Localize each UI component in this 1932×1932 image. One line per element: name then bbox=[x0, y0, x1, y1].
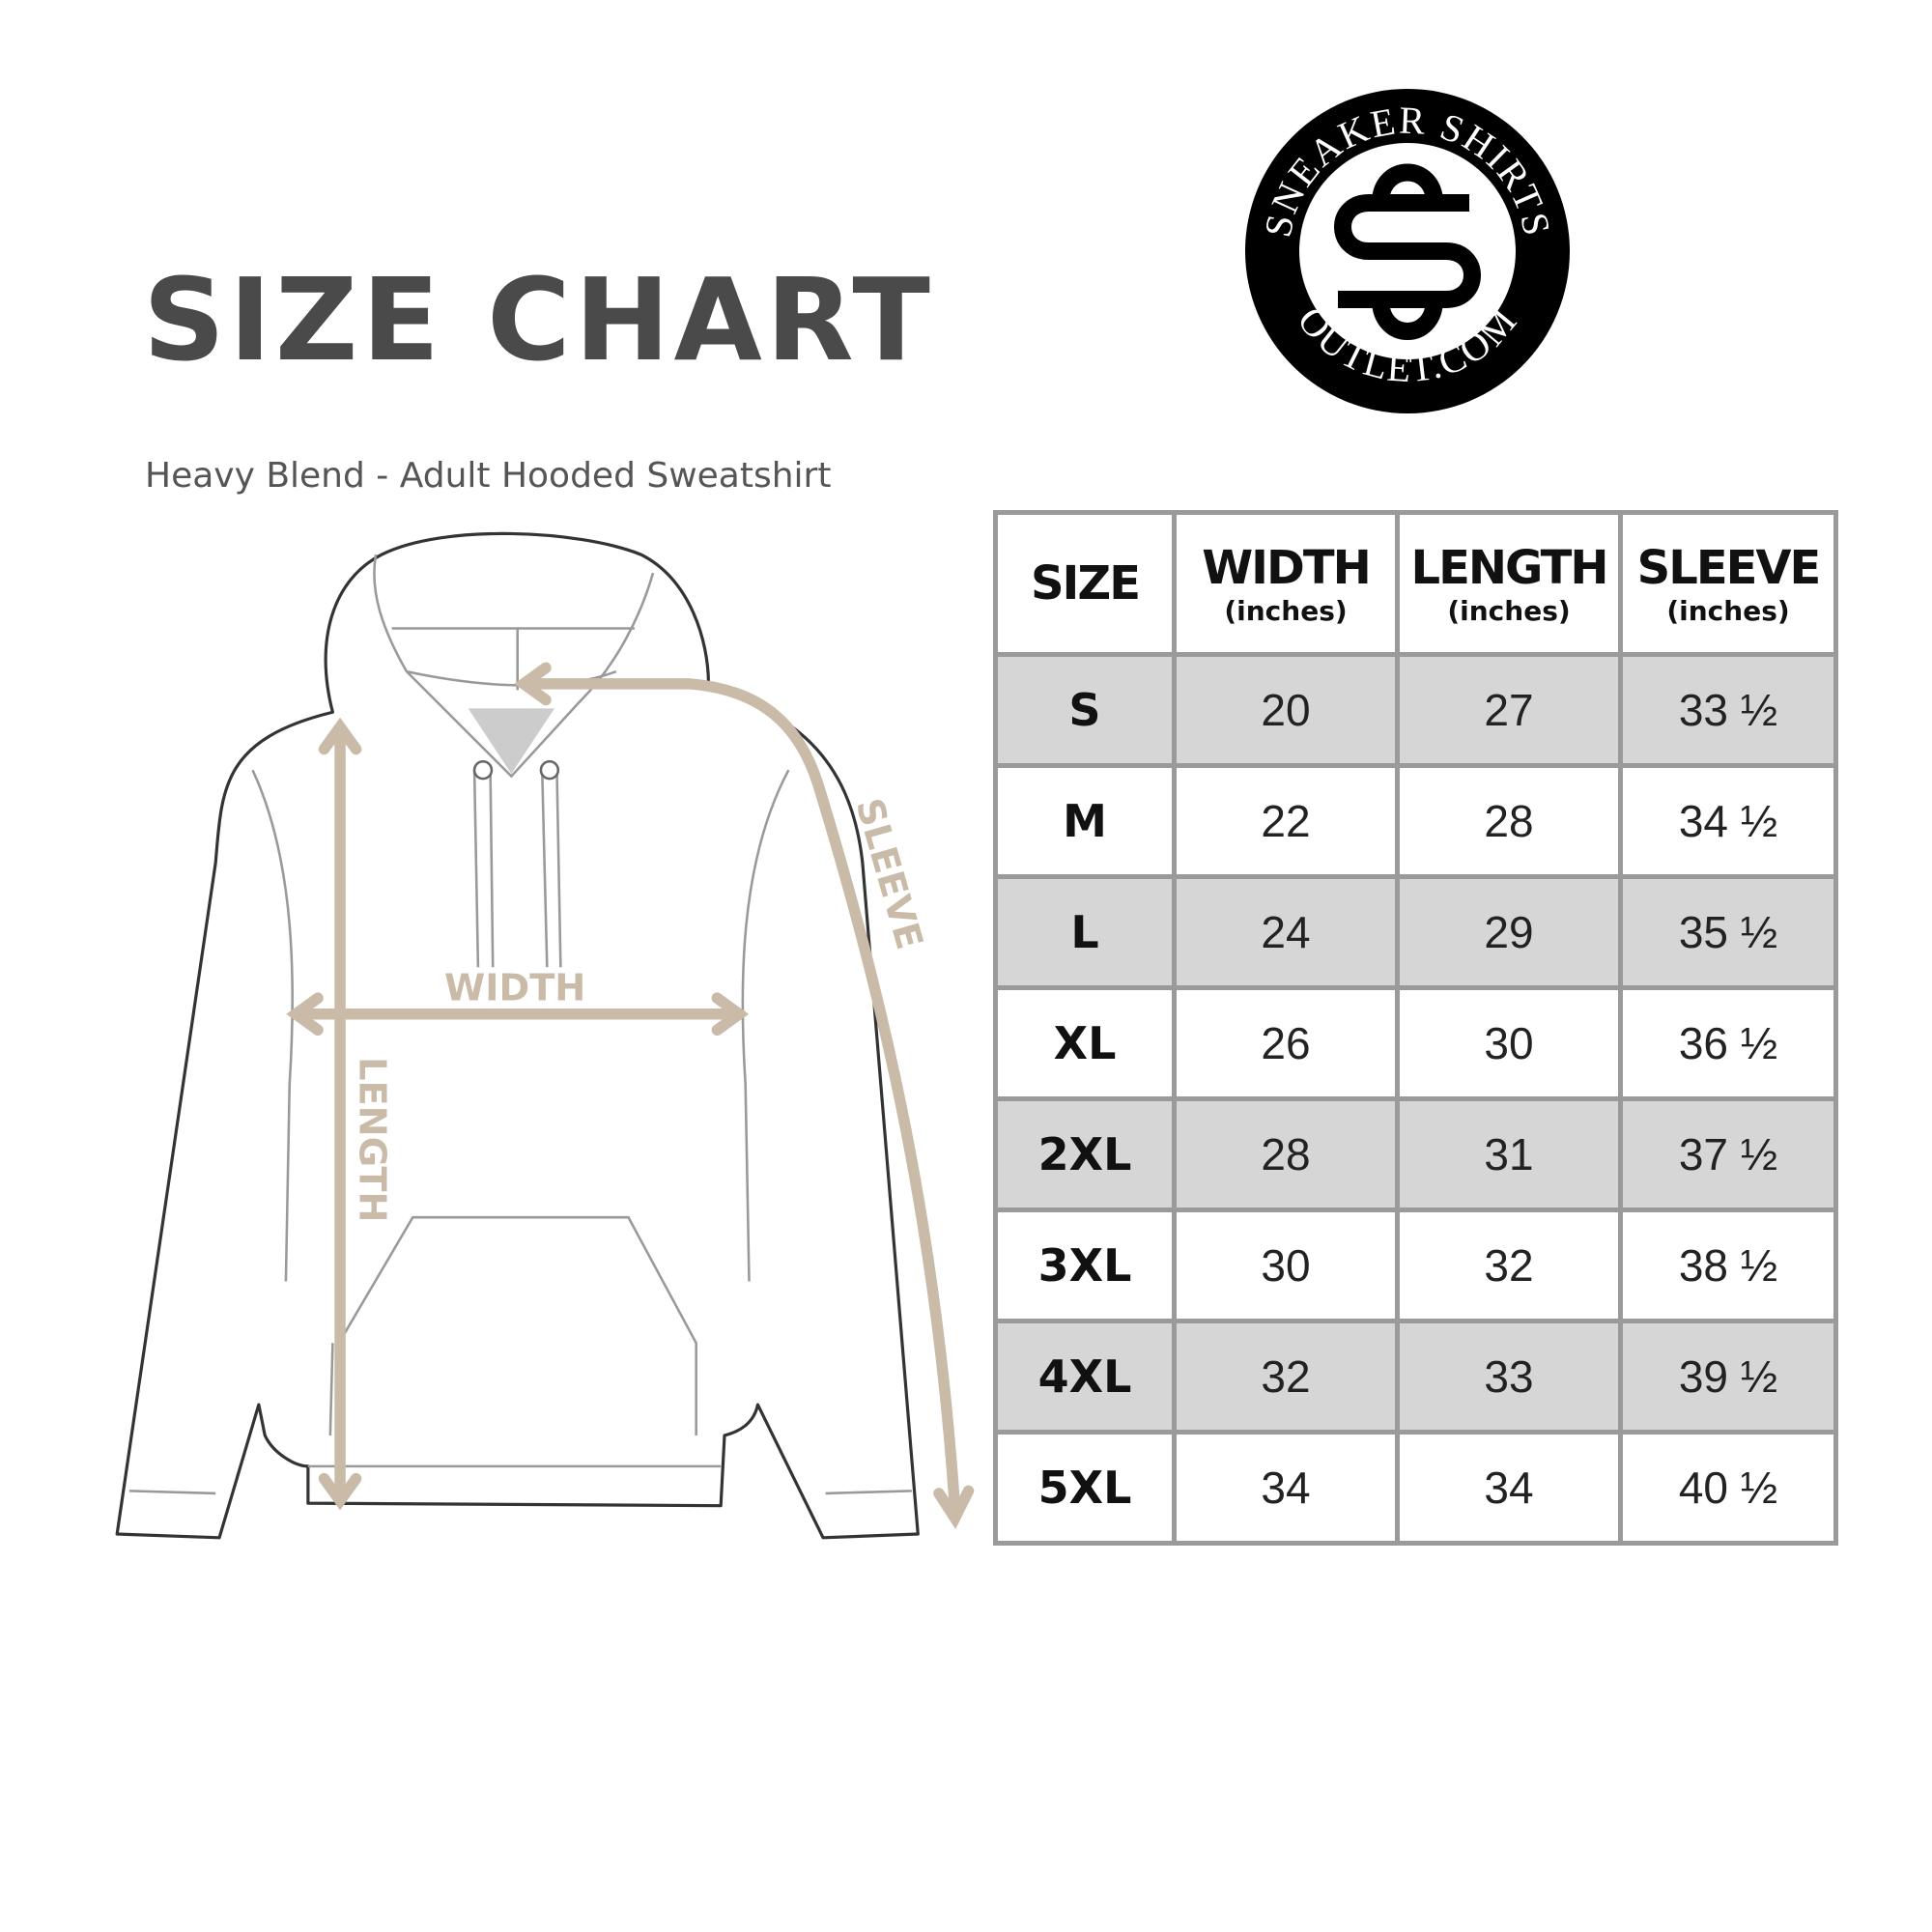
measurement-cell: 33 ½ bbox=[1623, 657, 1833, 763]
measurement-cell: 34 bbox=[1400, 1435, 1618, 1541]
size-cell: 3XL bbox=[998, 1212, 1172, 1319]
measurement-cell: 28 bbox=[1177, 1101, 1395, 1208]
header-label: WIDTH bbox=[1202, 540, 1372, 595]
size-cell: XL bbox=[998, 990, 1172, 1096]
length-label: LENGTH bbox=[350, 1057, 393, 1222]
size-table: SIZE WIDTH (inches) LENGTH (inches) SLEEVE (in… bbox=[993, 510, 1838, 1546]
header-length: LENGTH (inches) bbox=[1400, 515, 1618, 652]
size-cell: 5XL bbox=[998, 1435, 1172, 1541]
measurement-cell: 30 bbox=[1177, 1212, 1395, 1319]
measurement-cell: 26 bbox=[1177, 990, 1395, 1096]
size-cell: M bbox=[998, 768, 1172, 874]
measurement-cell: 20 bbox=[1177, 657, 1395, 763]
measurement-cell: 36 ½ bbox=[1623, 990, 1833, 1096]
measurement-cell: 38 ½ bbox=[1623, 1212, 1833, 1319]
measurement-cell: 35 ½ bbox=[1623, 879, 1833, 985]
header-unit: (inches) bbox=[1224, 594, 1348, 627]
measurement-cell: 27 bbox=[1400, 657, 1618, 763]
brand-logo: SNEAKER SHIRTS OUTLET.COM bbox=[1245, 89, 1570, 413]
measurement-cell: 39 ½ bbox=[1623, 1323, 1833, 1430]
header-label: SIZE bbox=[1030, 556, 1141, 611]
size-cell: 4XL bbox=[998, 1323, 1172, 1430]
measurement-cell: 30 bbox=[1400, 990, 1618, 1096]
measurement-cell: 28 bbox=[1400, 768, 1618, 874]
size-cell: 2XL bbox=[998, 1101, 1172, 1208]
measurement-cell: 34 ½ bbox=[1623, 768, 1833, 874]
measurement-cell: 29 bbox=[1400, 879, 1618, 985]
measurement-cell: 37 ½ bbox=[1623, 1101, 1833, 1208]
measurement-cell: 32 bbox=[1400, 1212, 1618, 1319]
header-width: WIDTH (inches) bbox=[1177, 515, 1395, 652]
header-size: SIZE bbox=[998, 515, 1172, 652]
header-label: LENGTH bbox=[1410, 540, 1608, 595]
header-unit: (inches) bbox=[1666, 594, 1790, 627]
sleeve-arrow bbox=[524, 678, 961, 1516]
measurement-cell: 40 ½ bbox=[1623, 1435, 1833, 1541]
size-cell: L bbox=[998, 879, 1172, 985]
measurement-cell: 32 bbox=[1177, 1323, 1395, 1430]
width-label: WIDTH bbox=[444, 967, 585, 1010]
measurement-cell: 24 bbox=[1177, 879, 1395, 985]
monogram-icon bbox=[1334, 163, 1481, 340]
size-cell: S bbox=[998, 657, 1172, 763]
header-sleeve: SLEEVE (inches) bbox=[1623, 515, 1833, 652]
product-subtitle: Heavy Blend - Adult Hooded Sweatshirt bbox=[145, 456, 832, 496]
page-title: SIZE CHART bbox=[143, 253, 934, 386]
measurement-cell: 33 bbox=[1400, 1323, 1618, 1430]
measurement-cell: 34 bbox=[1177, 1435, 1395, 1541]
header-label: SLEEVE bbox=[1636, 540, 1822, 595]
header-unit: (inches) bbox=[1447, 594, 1571, 627]
measure-arrows bbox=[286, 662, 975, 1529]
measurement-cell: 31 bbox=[1400, 1101, 1618, 1208]
measurement-cell: 22 bbox=[1177, 768, 1395, 874]
